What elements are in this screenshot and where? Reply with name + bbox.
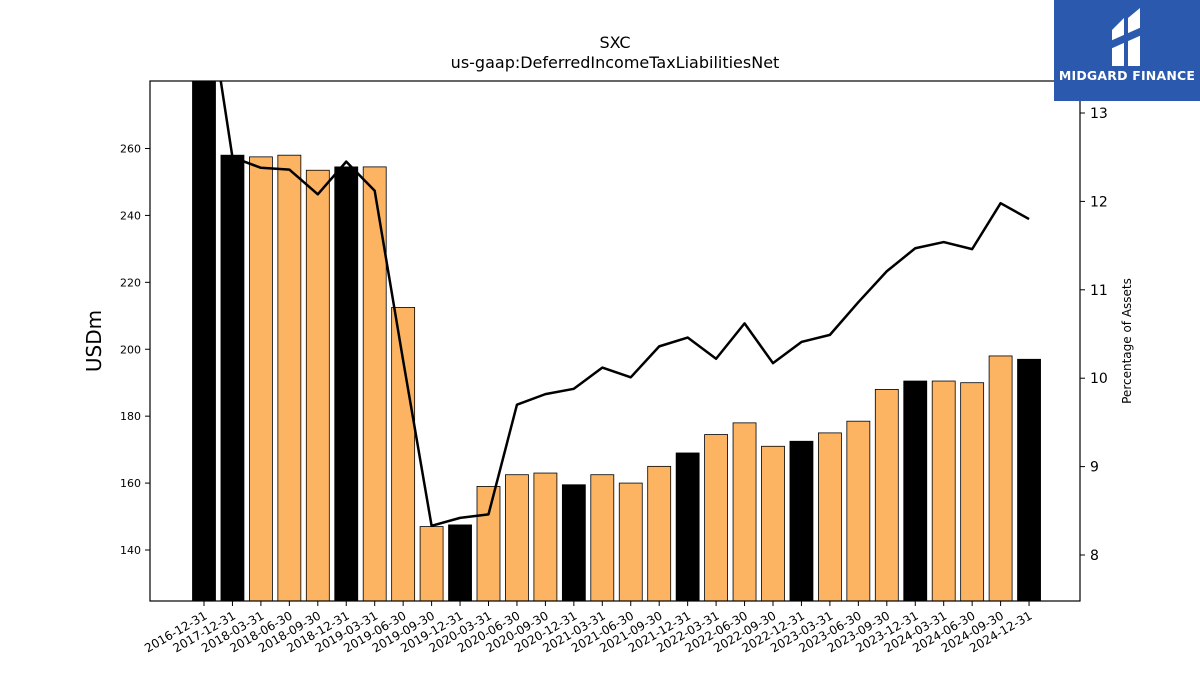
chart-subtitle: us-gaap:DeferredIncomeTaxLiabilitiesNet xyxy=(451,53,780,72)
y-axis-label-right: Percentage of Assets xyxy=(1120,278,1134,404)
bar-2021-03-31 xyxy=(590,474,615,601)
bar-2023-12-31 xyxy=(903,380,928,601)
bar-2021-09-30 xyxy=(647,465,672,601)
y-axis-label-left: USDm xyxy=(82,310,106,372)
bar-2016-12-31 xyxy=(192,81,216,601)
bar-2019-09-30 xyxy=(419,526,444,601)
bar-2022-09-30 xyxy=(761,445,785,601)
bar-2023-03-31 xyxy=(818,432,842,601)
bar-2021-12-31 xyxy=(675,452,700,601)
y-tick-left-label: 240 xyxy=(120,209,141,222)
y-axis-ticks-right: 8 9 10 11 12 13 xyxy=(1080,106,1108,564)
bar-2019-06-30 xyxy=(391,307,416,601)
bar-2020-12-31 xyxy=(561,484,586,601)
y-tick-left-label: 220 xyxy=(120,276,141,289)
bar-2018-06-30 xyxy=(277,154,302,601)
bar-2018-09-30 xyxy=(305,169,330,601)
y-tick-right-label: 12 xyxy=(1090,194,1108,210)
bar-2024-09-30 xyxy=(988,355,1013,601)
bar-2022-03-31 xyxy=(704,434,728,601)
percentage-of-assets-line xyxy=(219,81,1030,528)
bar-2024-03-31 xyxy=(931,380,956,601)
logo-text: MIDGARD FINANCE xyxy=(1058,68,1196,83)
bar-2020-09-30 xyxy=(533,472,558,601)
y-tick-left-label: 180 xyxy=(120,410,141,423)
axes xyxy=(149,80,1081,602)
y-tick-right-label: 10 xyxy=(1090,371,1108,387)
y-tick-left-label: 200 xyxy=(120,343,141,356)
bar-2018-12-31 xyxy=(334,166,359,601)
logo-mark-icon xyxy=(1108,8,1144,66)
bar-2020-03-31 xyxy=(476,486,501,601)
brand-logo: MIDGARD FINANCE xyxy=(1054,0,1200,101)
y-tick-right-label: 8 xyxy=(1090,548,1099,564)
y-tick-left-label: 160 xyxy=(120,477,141,490)
bar-2023-06-30 xyxy=(846,420,871,601)
plot-frame xyxy=(149,80,1081,602)
bar-2023-09-30 xyxy=(874,388,899,601)
x-axis-ticks: 2016-12-312017-12-312018-03-312018-06-30… xyxy=(142,601,1035,655)
y-axis-ticks-left: 140 160 180 200 220 240 260 xyxy=(120,143,150,557)
chart-title: SXC xyxy=(599,33,630,52)
y-tick-left-label: 260 xyxy=(120,143,141,156)
percentage-line xyxy=(219,81,1030,528)
bar-2022-12-31 xyxy=(789,440,814,601)
bar-2024-06-30 xyxy=(960,382,985,601)
bar-2017-12-31 xyxy=(220,154,245,601)
y-tick-left-label: 140 xyxy=(120,544,141,557)
bar-2020-06-30 xyxy=(505,474,529,601)
y-tick-right-label: 11 xyxy=(1090,283,1108,299)
bar-2018-03-31 xyxy=(248,156,273,601)
y-tick-right-label: 9 xyxy=(1090,460,1099,476)
bar-2024-12-31 xyxy=(1017,358,1041,601)
bar-2019-03-31 xyxy=(362,166,387,601)
y-tick-right-label: 13 xyxy=(1090,106,1108,122)
bar-2019-12-31 xyxy=(448,524,472,601)
bar-2022-06-30 xyxy=(732,422,757,601)
bar-2021-06-30 xyxy=(618,482,643,601)
bars xyxy=(192,81,1041,601)
